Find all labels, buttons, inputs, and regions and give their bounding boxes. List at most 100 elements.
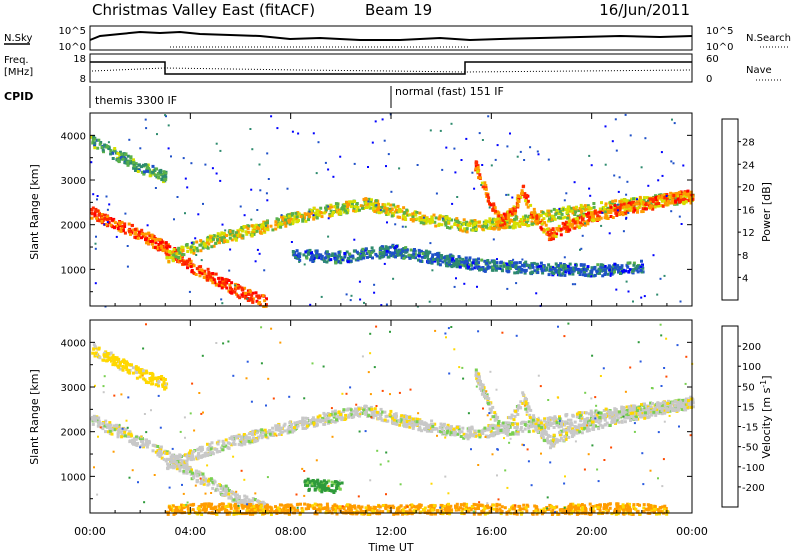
power-cell	[113, 221, 117, 225]
power-cell	[207, 242, 211, 246]
power-cell	[403, 216, 407, 220]
power-cell	[535, 265, 539, 269]
power-cell	[463, 282, 466, 285]
power-cell	[347, 257, 351, 261]
velocity-cell	[468, 429, 472, 432]
power-cell	[162, 171, 166, 174]
power-cell	[250, 188, 253, 191]
power-cell	[334, 209, 338, 213]
power-cell	[465, 137, 468, 140]
power-cell	[611, 199, 615, 203]
power-cell	[566, 269, 570, 273]
power-cell	[270, 115, 273, 118]
velocity-cell	[250, 499, 254, 503]
power-cell	[573, 181, 576, 184]
power-cell	[625, 263, 629, 267]
power-cell	[93, 146, 97, 150]
power-cell	[325, 204, 329, 208]
velocity-cell	[184, 459, 188, 463]
velocity-cell	[506, 433, 510, 437]
power-cell	[365, 252, 369, 255]
velocity-cell	[489, 429, 493, 433]
power-cell	[674, 197, 678, 201]
power-cell	[456, 196, 459, 198]
power-cell	[433, 220, 437, 224]
velocity-cell	[478, 435, 482, 439]
power-cell	[373, 291, 376, 294]
power-cell	[676, 197, 680, 201]
power-cell	[370, 198, 373, 202]
power-cell	[631, 271, 635, 275]
power-cell	[506, 287, 509, 290]
power-cell	[100, 145, 104, 149]
power-cell	[458, 259, 461, 263]
power-cell	[599, 269, 603, 273]
power-cell	[513, 217, 517, 221]
velocity-cell	[474, 432, 478, 435]
velocity-cell	[162, 376, 165, 380]
velocity-cell	[450, 433, 454, 437]
power-cell	[634, 202, 638, 206]
velocity-cell	[352, 409, 356, 413]
power-cell	[619, 266, 622, 270]
power-cell	[167, 147, 170, 150]
velocity-cell	[332, 415, 336, 419]
power-cell	[619, 272, 622, 275]
power-cell	[643, 295, 646, 298]
power-cell	[126, 245, 129, 247]
velocity-cell	[405, 423, 409, 426]
power-cell	[256, 248, 259, 251]
power-cell	[160, 178, 164, 181]
power-cell	[519, 218, 523, 221]
velocity-cell	[569, 421, 573, 425]
velocity-cell	[122, 359, 125, 363]
power-cell	[601, 209, 605, 213]
power-cell	[211, 272, 215, 275]
power-cell	[144, 163, 148, 167]
velocity-cell	[430, 427, 434, 431]
power-cell	[631, 269, 635, 272]
power-cell	[338, 210, 342, 214]
power-cell	[625, 210, 629, 214]
power-cell	[626, 261, 630, 265]
power-cell	[458, 262, 462, 266]
power-cell	[297, 256, 300, 260]
power-cell	[414, 256, 417, 260]
power-cell	[492, 238, 495, 241]
power-cell	[323, 259, 327, 263]
velocity-cell	[492, 432, 496, 436]
power-cell	[432, 257, 435, 261]
power-cell	[431, 269, 434, 272]
power-cell	[490, 268, 494, 272]
power-cell	[537, 264, 541, 268]
velocity-cell	[677, 398, 681, 402]
power-cell	[555, 269, 559, 273]
power-cell	[597, 210, 601, 214]
power-cell	[629, 202, 633, 206]
power-cell	[584, 207, 588, 211]
power-cell	[176, 196, 179, 198]
velocity-cell	[529, 422, 533, 426]
power-cell	[374, 252, 378, 256]
velocity-cell	[355, 410, 359, 414]
power-cell	[409, 218, 413, 221]
power-cell	[501, 261, 505, 265]
power-cell	[483, 259, 487, 263]
power-cell	[609, 272, 613, 276]
power-cell	[532, 221, 536, 225]
velocity-cell	[133, 440, 136, 444]
power-cell	[174, 255, 178, 259]
power-cell	[614, 211, 618, 215]
power-cell	[540, 267, 544, 271]
power-cell	[568, 262, 572, 266]
power-cell	[199, 239, 203, 243]
velocity-cell	[212, 482, 216, 486]
power-cell	[211, 237, 215, 241]
power-cell	[314, 211, 318, 215]
power-cell	[571, 272, 575, 276]
velocity-cell	[431, 424, 435, 428]
velocity-cell	[522, 420, 526, 424]
power-cell	[295, 217, 299, 221]
power-cell	[157, 245, 161, 248]
power-cell	[315, 253, 319, 257]
